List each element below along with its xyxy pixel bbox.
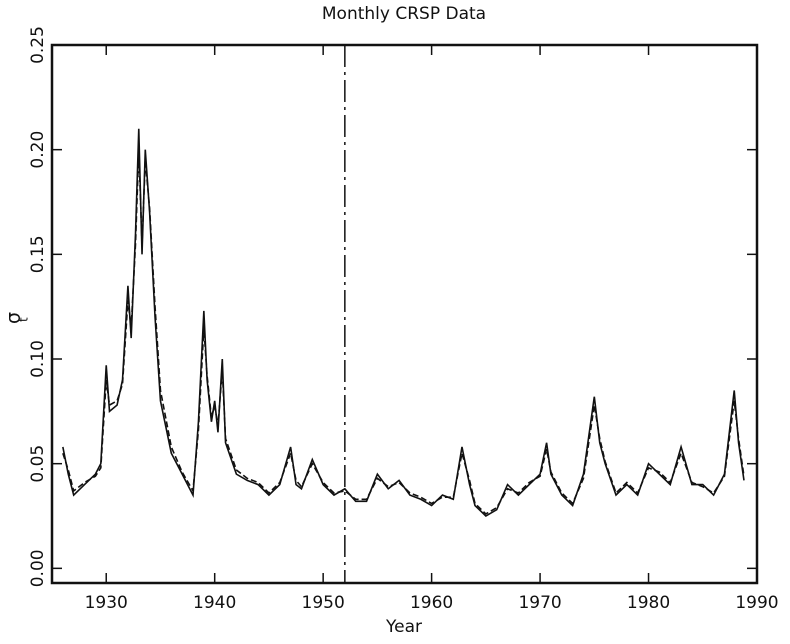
series-line (62, 149, 745, 515)
chart-title: Monthly CRSP Data (322, 4, 486, 24)
x-tick-label: 1950 (302, 593, 345, 613)
y-tick-label: 0.20 (28, 131, 48, 169)
x-axis-label: Year (385, 617, 422, 637)
plot-frame (50, 43, 759, 585)
x-tick-label: 1970 (518, 593, 561, 613)
x-tick-label: 1930 (85, 593, 128, 613)
x-tick-label: 1980 (627, 593, 670, 613)
y-tick-label: 0.25 (28, 26, 48, 64)
x-tick-label: 1960 (410, 593, 453, 613)
y-tick-label: 0.10 (28, 340, 48, 378)
y-tick-label: 0.15 (28, 235, 48, 273)
y-axis-symbol: σ (3, 312, 25, 324)
x-tick-label: 1990 (735, 593, 778, 613)
x-tick-label: 1940 (193, 593, 236, 613)
y-axis-subscript: t (17, 317, 31, 322)
y-axis-label: σ t (3, 312, 31, 324)
y-tick-label: 0.00 (28, 549, 48, 587)
series-line (62, 128, 745, 518)
y-tick-label: 0.05 (28, 445, 48, 483)
